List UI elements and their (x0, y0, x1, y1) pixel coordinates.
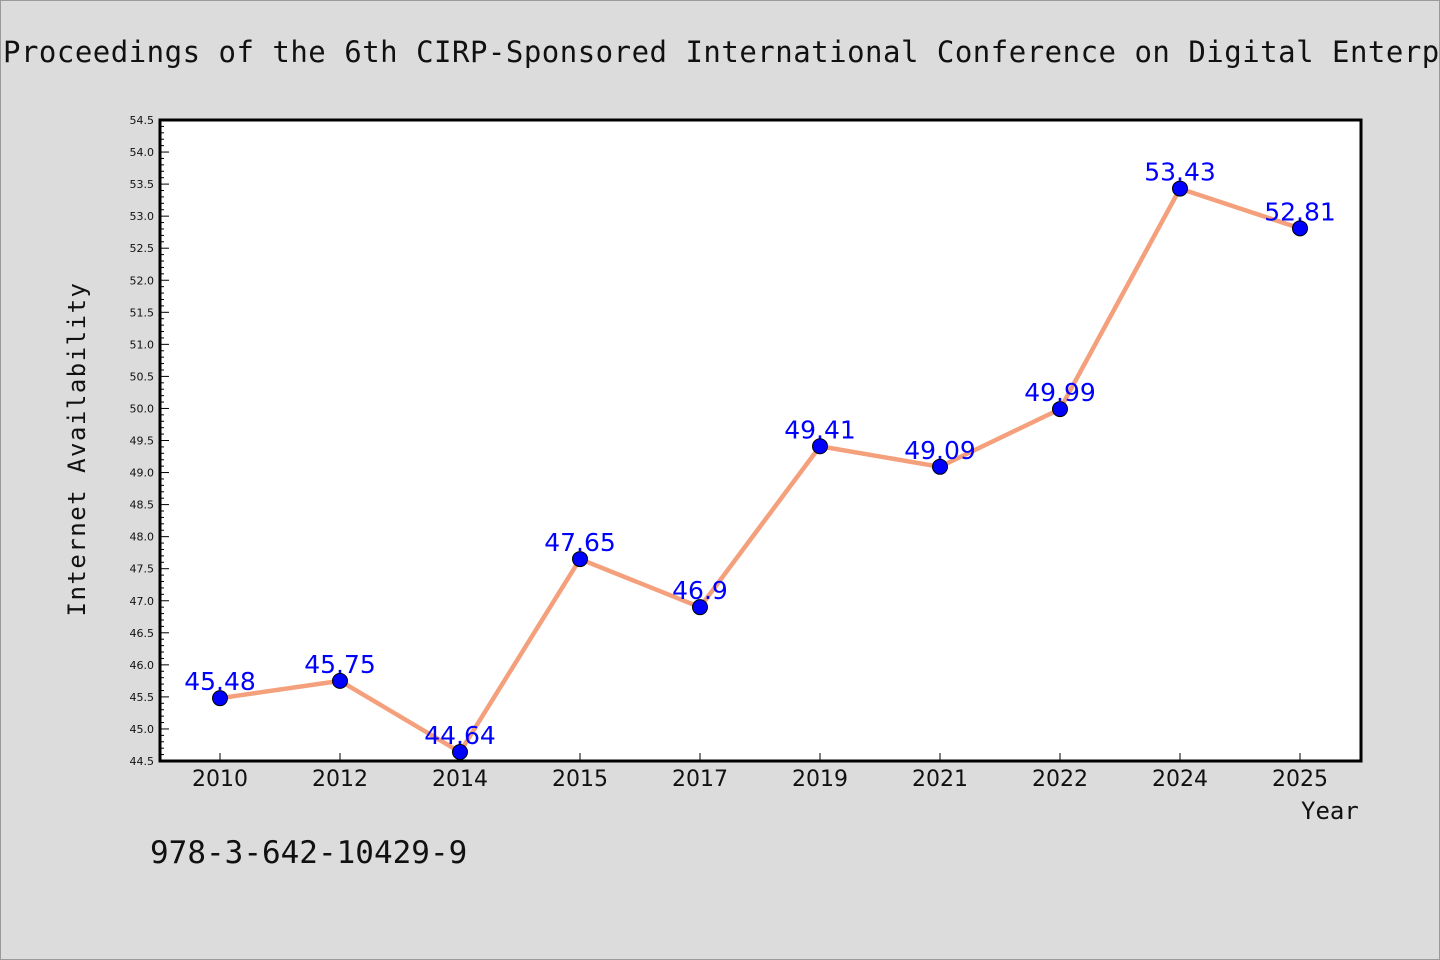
y-tick-label: 50.0 (130, 402, 155, 415)
y-tick-label: 45.5 (130, 691, 155, 704)
y-tick-label: 48.5 (130, 499, 155, 512)
data-point (452, 744, 468, 761)
x-tick-label: 2010 (192, 767, 248, 792)
data-point (812, 438, 828, 455)
data-point (212, 690, 228, 707)
y-tick-label: 47.0 (130, 595, 155, 608)
data-labels: 45.48 45.75 44.64 47.65 46.9 49.41 49.09 49.99 5… (184, 158, 1336, 750)
data-label: 45.75 (304, 650, 376, 679)
x-tick-label: 2022 (1032, 767, 1088, 792)
footnote-isbn: 978-3-642-10429-9 (150, 835, 468, 871)
y-tick-label: 49.0 (130, 467, 155, 480)
data-point (1172, 180, 1188, 197)
data-label: 53.43 (1144, 158, 1216, 187)
data-label: 47.65 (544, 528, 616, 557)
data-point (332, 672, 348, 689)
data-point (692, 599, 708, 616)
y-tick-label: 53.0 (130, 210, 155, 223)
data-point (932, 458, 948, 475)
y-axis-label: Internet Availability (63, 281, 91, 617)
y-axis: 44.5 45.0 45.5 46.0 46.5 47.0 47.5 48.0 48.5 49.0… (130, 114, 169, 768)
x-tick-label: 2021 (912, 767, 968, 792)
y-tick-label: 54.0 (130, 146, 155, 159)
y-tick-label: 46.5 (130, 627, 155, 640)
data-label: 52.81 (1264, 197, 1336, 226)
data-label: 49.41 (784, 415, 856, 444)
y-tick-label: 53.5 (130, 178, 155, 191)
y-tick-label: 51.0 (130, 338, 155, 351)
data-label: 46.9 (672, 576, 728, 605)
x-tick-label: 2014 (432, 767, 488, 792)
x-axis: 2010 2012 2014 2015 2017 2019 2021 2022 2024 2025 (192, 753, 1328, 792)
x-axis-label: Year (1301, 797, 1359, 825)
y-tick-label: 51.5 (130, 306, 155, 319)
x-tick-label: 2017 (672, 767, 728, 792)
x-tick-label: 2024 (1152, 767, 1208, 792)
x-tick-label: 2015 (552, 767, 608, 792)
y-tick-label: 47.5 (130, 563, 155, 576)
data-point (572, 551, 588, 568)
series-line (217, 186, 1303, 755)
data-label: 49.99 (1024, 378, 1096, 407)
data-point (1052, 401, 1068, 418)
y-tick-label: 46.0 (130, 659, 155, 672)
y-tick-label: 49.5 (130, 435, 155, 448)
y-tick-label: 45.0 (130, 723, 155, 736)
data-points (212, 180, 1308, 761)
y-tick-label: 50.5 (130, 370, 155, 383)
data-label: 49.09 (904, 436, 976, 465)
data-label: 45.48 (184, 667, 256, 696)
data-point (1292, 220, 1308, 237)
y-tick-label: 52.5 (130, 242, 155, 255)
y-tick-label: 54.5 (130, 114, 155, 127)
data-label: 44.64 (424, 721, 496, 750)
x-tick-label: 2019 (792, 767, 848, 792)
chart-title: Proceedings of the 6th CIRP-Sponsored In… (3, 35, 1440, 69)
series-polyline (217, 186, 1303, 755)
x-tick-label: 2012 (312, 767, 368, 792)
x-tick-label: 2025 (1272, 767, 1328, 792)
y-tick-label: 52.0 (130, 274, 155, 287)
y-tick-label: 48.0 (130, 531, 155, 544)
y-tick-label: 44.5 (130, 755, 155, 768)
